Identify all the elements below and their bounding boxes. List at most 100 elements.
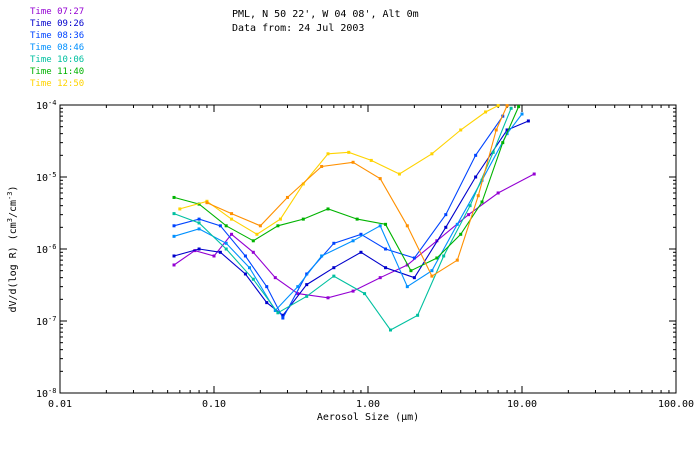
y-tick-label: 10-8	[36, 387, 56, 400]
series-marker	[273, 276, 277, 280]
series-marker	[224, 224, 228, 228]
series-line	[179, 105, 499, 235]
series-marker	[265, 301, 269, 305]
series-marker	[347, 150, 351, 154]
legend-item: Time 08:36	[30, 31, 85, 41]
series-marker	[405, 224, 409, 228]
series-marker	[459, 232, 463, 236]
series-marker	[332, 266, 336, 270]
series-marker	[218, 250, 222, 254]
series-marker	[455, 258, 459, 262]
series-marker	[430, 269, 434, 273]
series-marker	[378, 177, 382, 181]
series-marker	[505, 104, 509, 108]
series-marker	[172, 212, 176, 216]
series-marker	[389, 328, 393, 332]
series-marker	[178, 207, 182, 211]
series-line	[173, 113, 523, 312]
series-marker	[273, 308, 277, 312]
series-marker	[405, 285, 409, 289]
series-marker	[197, 217, 201, 221]
series-marker	[305, 283, 309, 287]
legend-item: Time 08:46	[30, 43, 85, 53]
series-marker	[363, 292, 367, 296]
series-marker	[281, 316, 285, 320]
series-marker	[265, 285, 269, 289]
series-marker	[351, 289, 355, 293]
series-marker	[258, 224, 262, 228]
series-marker	[255, 232, 259, 236]
series-line	[173, 173, 535, 299]
series-marker	[351, 239, 355, 243]
series-marker	[224, 241, 228, 245]
series-marker	[197, 227, 201, 231]
series-marker	[251, 277, 255, 281]
series-marker	[172, 234, 176, 238]
legend-item: Time 09:26	[30, 19, 85, 29]
series-marker	[444, 225, 448, 229]
series-marker	[378, 276, 382, 280]
x-tick-label: 100.00	[658, 399, 694, 410]
series-line	[173, 106, 520, 272]
series-marker	[247, 266, 251, 270]
series-marker	[285, 195, 289, 199]
series-marker	[526, 119, 530, 123]
series-marker	[320, 254, 324, 258]
legend-item: Time 11:40	[30, 67, 85, 77]
series-marker	[326, 296, 330, 300]
legend-item: Time 12:50	[30, 79, 85, 89]
y-axis-title: dV/d(log R) (cm3/cm-3)	[6, 185, 19, 312]
plot-title-date: Data from: 24 Jul 2003	[232, 23, 365, 34]
series-marker	[496, 104, 500, 108]
series-marker	[278, 217, 282, 221]
series-marker	[416, 313, 420, 317]
series-marker	[205, 201, 209, 205]
series-marker	[496, 191, 500, 195]
series-marker	[251, 239, 255, 243]
series-marker	[212, 254, 216, 258]
series-marker	[412, 256, 416, 260]
series-marker	[320, 164, 324, 168]
series-marker	[501, 141, 505, 145]
x-tick-label: 1.00	[356, 399, 380, 410]
series-marker	[326, 152, 330, 156]
series-marker	[276, 224, 280, 228]
series-marker	[468, 204, 472, 208]
series-marker	[509, 106, 513, 110]
y-tick-label: 10-7	[36, 315, 56, 328]
legend-item: Time 07:27	[30, 7, 85, 17]
series-marker	[430, 274, 434, 278]
series-marker	[412, 276, 416, 280]
series-marker	[230, 232, 234, 236]
series-line	[173, 115, 504, 320]
series-marker	[484, 110, 488, 114]
series-marker	[301, 182, 305, 186]
series-marker	[276, 311, 280, 315]
series-marker	[305, 294, 309, 298]
series-marker	[243, 254, 247, 258]
series-marker	[474, 153, 478, 157]
series-marker	[474, 175, 478, 179]
series-marker	[494, 128, 498, 132]
series-marker	[520, 112, 524, 116]
series-marker	[326, 207, 330, 211]
plot-frame	[59, 104, 677, 394]
series-marker	[197, 202, 201, 206]
series-marker	[359, 232, 363, 236]
series-marker	[230, 217, 234, 221]
x-axis-title: Aerosol Size (μm)	[317, 412, 419, 423]
series-marker	[172, 195, 176, 199]
series-marker	[332, 274, 336, 278]
series-marker	[442, 254, 446, 258]
series-marker	[369, 158, 373, 162]
series-marker	[301, 217, 305, 221]
series-marker	[378, 224, 382, 228]
series-marker	[459, 128, 463, 132]
series-marker	[243, 272, 247, 276]
plot-titles: PML, N 50 22', W 04 08', Alt 0m Data fro…	[232, 8, 419, 36]
series-marker	[430, 152, 434, 156]
series-marker	[455, 222, 459, 226]
series-marker	[467, 213, 471, 217]
y-tick-label: 10-6	[36, 243, 56, 256]
